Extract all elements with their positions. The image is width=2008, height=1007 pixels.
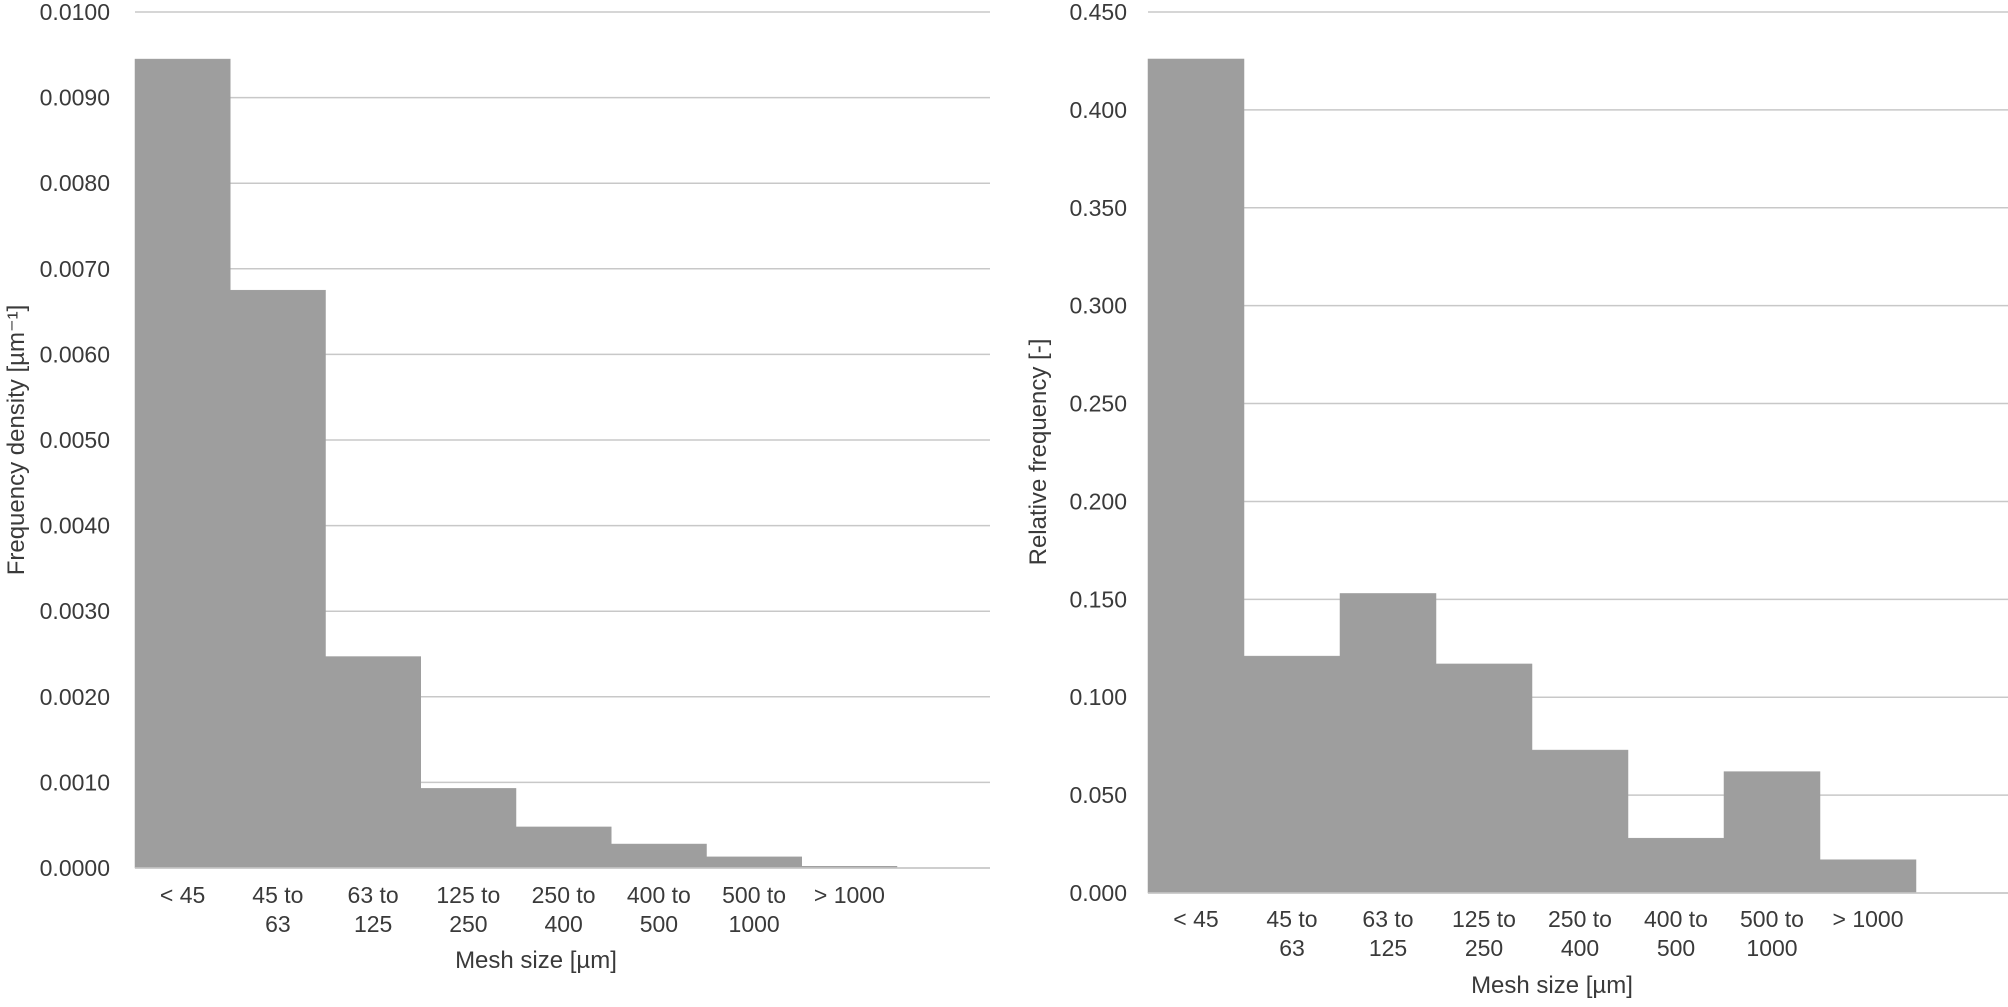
x-tick-label: 500 to [1740, 906, 1804, 932]
y-tick-label: 0.0050 [40, 427, 110, 453]
y-tick-label: 0.0040 [40, 513, 110, 539]
y-tick-label: 0.0030 [40, 598, 110, 624]
histogram-bar [706, 856, 802, 869]
x-tick-label: 250 to [1548, 906, 1612, 932]
x-tick-label: 400 [544, 911, 582, 937]
y-tick-label: 0.0080 [40, 170, 110, 196]
histogram-bar [1243, 655, 1341, 894]
histogram-bar [611, 843, 707, 869]
histogram-bar [1819, 859, 1917, 894]
x-tick-label: 63 to [348, 882, 399, 908]
y-tick-label: 0.350 [1069, 195, 1127, 221]
x-tick-label: 45 to [1266, 906, 1317, 932]
y-tick-label: 0.0020 [40, 684, 110, 710]
x-tick-label: 125 to [436, 882, 500, 908]
x-tick-label: 400 to [627, 882, 691, 908]
x-tick-label: > 1000 [1833, 906, 1904, 932]
x-tick-label: 500 to [722, 882, 786, 908]
relative-frequency-chart: 0.000 0.050 0.100 0.150 0.200 0.250 0.300 0.350… [1025, 0, 2008, 999]
x-tick-label: 63 [265, 911, 291, 937]
x-tick-label: > 1000 [814, 882, 885, 908]
histogram-bar [1531, 749, 1629, 894]
y-tick-label: 0.250 [1069, 391, 1127, 417]
y-tick-label: 0.450 [1069, 0, 1127, 25]
x-tick-label: 63 to [1362, 906, 1413, 932]
histogram-bar [325, 656, 421, 869]
histogram-bar [1435, 663, 1533, 894]
histogram-bar [420, 788, 517, 869]
x-tick-label: 125 [1369, 935, 1407, 961]
x-tick-label: < 45 [1173, 906, 1218, 932]
histogram-bar [1627, 837, 1725, 894]
x-tick-label: 250 [1465, 935, 1503, 961]
x-axis-title: Mesh size [µm] [1471, 972, 1633, 999]
y-tick-label: 0.000 [1069, 880, 1127, 906]
y-tick-label: 0.0070 [40, 256, 110, 282]
x-tick-label: 500 [1657, 935, 1695, 961]
y-tick-label: 0.100 [1069, 684, 1127, 710]
x-tick-label: 125 to [1452, 906, 1516, 932]
y-axis-title: Relative frequency [-] [1025, 339, 1052, 566]
y-tick-label: 0.0060 [40, 341, 110, 367]
x-tick-label: 400 [1561, 935, 1599, 961]
x-tick-label: 250 to [532, 882, 596, 908]
y-axis-title: Frequency density [µm⁻¹] [3, 305, 30, 576]
x-tick-label: 1000 [1746, 935, 1797, 961]
y-tick-label: 0.200 [1069, 488, 1127, 514]
x-axis-title: Mesh size [µm] [455, 947, 617, 974]
x-tick-label: 45 to [252, 882, 303, 908]
histogram-bar [1339, 593, 1437, 894]
x-tick-label: 250 [449, 911, 487, 937]
histogram-bar [230, 289, 326, 869]
x-tick-label: < 45 [160, 882, 205, 908]
y-tick-label: 0.0010 [40, 769, 110, 795]
y-tick-label: 0.0000 [40, 855, 110, 881]
y-tick-label: 0.300 [1069, 293, 1127, 319]
histogram-bar [134, 58, 231, 869]
frequency-density-chart: 0.0000 0.0010 0.0020 0.0030 0.0040 0.0050 0.00… [3, 0, 990, 974]
y-tick-label: 0.0090 [40, 85, 110, 111]
x-tick-label: 500 [640, 911, 678, 937]
y-tick-label: 0.0100 [40, 0, 110, 25]
y-tick-label: 0.050 [1069, 782, 1127, 808]
y-tick-label: 0.400 [1069, 97, 1127, 123]
x-tick-label: 1000 [729, 911, 780, 937]
histogram-bar [515, 826, 612, 869]
x-tick-label: 400 to [1644, 906, 1708, 932]
x-tick-label: 63 [1279, 935, 1305, 961]
x-tick-label: 125 [354, 911, 392, 937]
y-tick-label: 0.150 [1069, 586, 1127, 612]
histogram-bar [1147, 58, 1245, 894]
histogram-bar [1723, 771, 1821, 894]
